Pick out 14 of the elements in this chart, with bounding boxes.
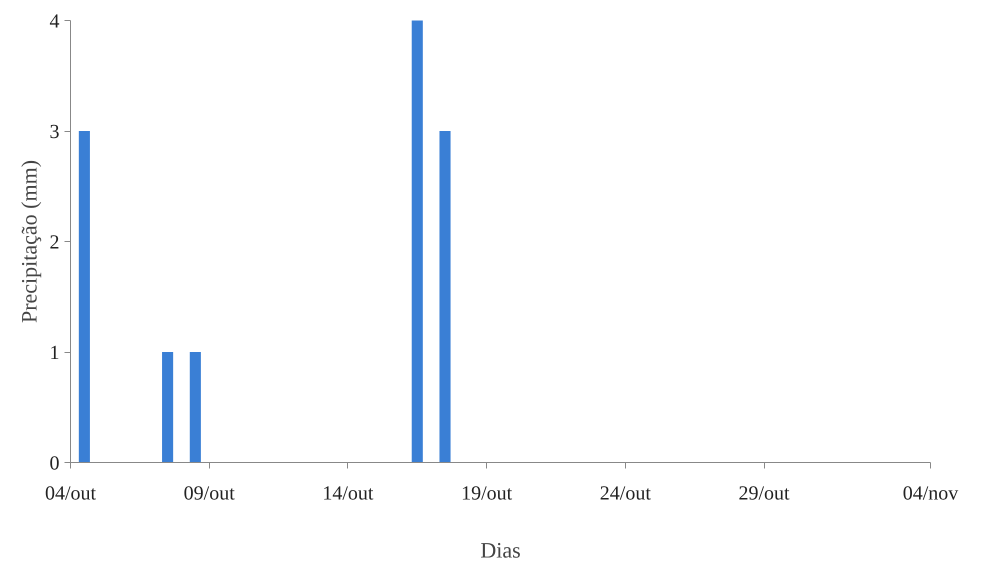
y-tick-label: 0 <box>50 452 60 474</box>
x-axis-title: Dias <box>480 538 521 562</box>
y-axis-title: Precipitação (mm) <box>16 160 42 324</box>
y-tick-label: 3 <box>50 121 60 143</box>
x-tick-label: 19/out <box>461 482 513 504</box>
x-tick-label: 04/nov <box>902 482 958 504</box>
x-tick-label: 09/out <box>184 482 236 504</box>
x-tick-label: 14/out <box>322 482 374 504</box>
y-tick-label: 1 <box>50 342 60 364</box>
x-tick-label: 24/out <box>600 482 652 504</box>
y-tick-label: 2 <box>50 232 60 254</box>
x-tick-label: 04/out <box>44 482 96 504</box>
y-tick-label: 4 <box>50 10 60 32</box>
x-tick-label: 29/out <box>738 482 790 504</box>
